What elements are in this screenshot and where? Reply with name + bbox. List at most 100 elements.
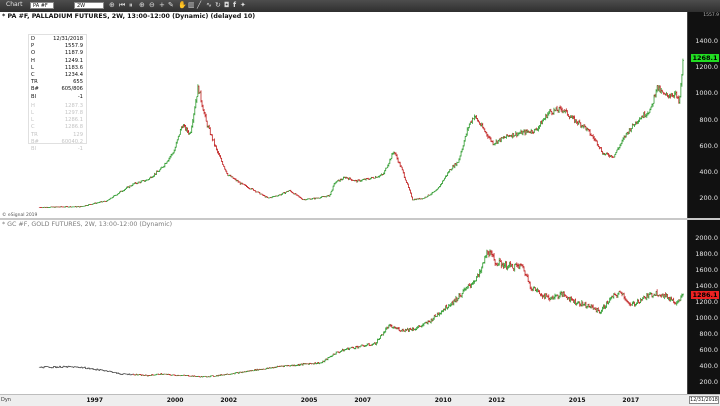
data-window-value: 1286.1 xyxy=(65,117,83,124)
palladium-price-tick: 200.0 xyxy=(699,194,718,202)
data-window-row: H 1249.1 xyxy=(31,58,83,65)
data-window-key: B# xyxy=(31,139,39,146)
palladium-price-tick: 600.0 xyxy=(699,142,718,150)
time-axis-year-label: 2010 xyxy=(435,397,452,404)
gold-price-tick: 1200.0 xyxy=(695,298,718,306)
data-window-value: 1234.4 xyxy=(65,72,83,79)
palladium-ohlc-bar xyxy=(616,150,618,153)
palladium-price-tick: 1400.0 xyxy=(695,37,718,45)
time-axis-year-label: 2017 xyxy=(622,397,639,404)
current-date-box: 12/31/2018 xyxy=(689,396,719,404)
data-window-value: 1249.1 xyxy=(65,58,83,65)
data-window-key: BI xyxy=(31,94,36,101)
data-window-key: C xyxy=(31,124,35,131)
palladium-ohlc-bar xyxy=(682,59,684,76)
interval-select[interactable]: 2W xyxy=(74,2,104,9)
twitter-icon[interactable]: ✦ xyxy=(240,1,246,10)
plus-icon[interactable]: + xyxy=(159,1,165,10)
facebook-icon[interactable]: f xyxy=(233,1,236,10)
symbol-input[interactable]: PA #F xyxy=(30,2,54,9)
data-window-key: H xyxy=(31,103,35,110)
time-axis-year-label: 2005 xyxy=(301,397,318,404)
data-window-value: 1557.9 xyxy=(65,43,83,50)
palladium-chart-pane[interactable]: * PA #F, PALLADIUM FUTURES, 2W, 13:00-12… xyxy=(0,12,720,218)
time-axis-year-label: 2015 xyxy=(569,397,586,404)
data-window-row: D 12/31/2018 xyxy=(31,36,83,43)
gold-price-tick: 1400.0 xyxy=(695,282,718,290)
crosshair-icon[interactable]: ⊕ xyxy=(109,1,115,10)
camera-icon[interactable]: ◘ xyxy=(224,1,230,10)
gold-chart-pane[interactable]: * GC #F, GOLD FUTURES, 2W, 13:00-12:00 (… xyxy=(0,220,720,394)
gold-price-tick: 600.0 xyxy=(699,346,718,354)
data-window-value: 1286.8 xyxy=(65,124,83,131)
data-window-key: P xyxy=(31,43,34,50)
palladium-ohlc-bars xyxy=(39,59,684,208)
data-window-row: BI-1 xyxy=(31,146,83,153)
dynamic-label: Dyn xyxy=(1,397,11,403)
gold-price-tick: 2000.0 xyxy=(695,234,718,242)
palladium-ohlc-bar xyxy=(404,177,406,181)
data-window-key: B# xyxy=(31,86,39,93)
palladium-price-tick: 1200.0 xyxy=(695,63,718,71)
data-window-row: P 1557.9 xyxy=(31,43,83,50)
pencil-icon[interactable]: ✎ xyxy=(168,1,174,10)
data-window-key: BI xyxy=(31,146,36,153)
data-window-value: 1297.8 xyxy=(65,110,83,117)
palladium-ohlc-bar xyxy=(553,108,555,115)
data-window-key: TR xyxy=(31,79,38,86)
gold-price-tick: 800.0 xyxy=(699,330,718,338)
zoom-in-icon[interactable]: ⊕ xyxy=(139,1,145,10)
data-window-row: B#605/806 xyxy=(31,86,83,93)
data-window-row: L 1297.8 xyxy=(31,110,83,117)
data-window-value: 60040.2 xyxy=(62,139,83,146)
window-title: Chart xyxy=(6,1,23,8)
gold-price-scale[interactable]: 2000.0 1800.0 1600.0 1400.0 1200.0 1000.0 800.… xyxy=(687,220,720,394)
data-window-key: TR xyxy=(31,132,38,139)
data-window-key: H xyxy=(31,58,35,65)
data-window-key: L xyxy=(31,65,34,72)
data-window-value: 1187.9 xyxy=(65,50,83,57)
bar-chart-icon[interactable]: ▥ xyxy=(188,1,195,10)
data-window-row: TR 129 xyxy=(31,132,83,139)
palladium-last-price-tag: 1268.1 xyxy=(691,54,719,62)
palladium-price-tick: 800.0 xyxy=(699,116,718,124)
data-window-row: BI-1 xyxy=(31,94,83,101)
scale-top-label: 1557.9 xyxy=(703,13,719,18)
data-window-row: B# 60040.2 xyxy=(31,139,83,146)
gold-chart-title: * GC #F, GOLD FUTURES, 2W, 13:00-12:00 (… xyxy=(2,221,172,228)
data-window-key: D xyxy=(31,36,35,43)
data-window-value: 129 xyxy=(73,132,83,139)
hand-icon[interactable]: ✋ xyxy=(178,1,187,10)
palladium-price-plot[interactable] xyxy=(0,12,688,218)
zoom-out-icon[interactable]: ⊖ xyxy=(149,1,155,10)
data-window-key: L xyxy=(31,117,34,124)
line-icon[interactable]: ╱ xyxy=(197,1,201,10)
gold-price-tick: 200.0 xyxy=(699,378,718,386)
time-axis-year-label: 2012 xyxy=(488,397,505,404)
gold-price-tick: 400.0 xyxy=(699,362,718,370)
fast-backward-icon[interactable]: ⏮ xyxy=(119,1,125,10)
gold-price-tick: 1600.0 xyxy=(695,266,718,274)
pause-icon[interactable]: ⏸ xyxy=(129,1,133,10)
data-window-row: C 1286.8 xyxy=(31,124,83,131)
refresh-icon[interactable]: ↻ xyxy=(215,1,221,10)
palladium-ohlc-bar xyxy=(330,192,332,195)
gold-price-tick: 1800.0 xyxy=(695,250,718,258)
gold-price-tick: 1000.0 xyxy=(695,314,718,322)
time-axis-year-label: 2000 xyxy=(167,397,184,404)
data-window-value: 1287.3 xyxy=(65,103,83,110)
palladium-ohlc-bar xyxy=(410,193,412,197)
data-window-row: L 1286.1 xyxy=(31,117,83,124)
indicator-icon[interactable]: ∿ xyxy=(206,1,212,10)
palladium-ohlc-bar xyxy=(614,154,616,157)
data-window-value: 12/31/2018 xyxy=(53,36,83,43)
time-axis-year-label: 2002 xyxy=(220,397,237,404)
data-window-row: H 1287.3 xyxy=(31,103,83,110)
data-window-key: L xyxy=(31,110,34,117)
gold-price-plot[interactable] xyxy=(0,220,688,394)
